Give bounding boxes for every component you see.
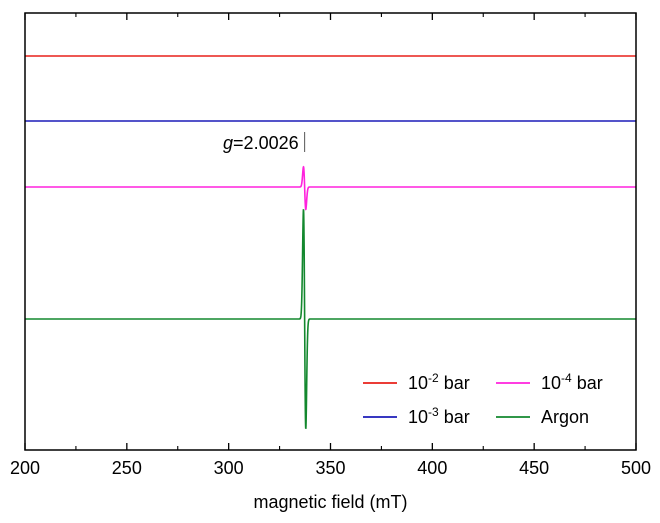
x-tick-label: 400	[417, 458, 447, 478]
x-tick-label: 300	[214, 458, 244, 478]
legend-label: 10-2 bar	[408, 371, 470, 393]
x-tick-label: 450	[519, 458, 549, 478]
annotation-layer: g=2.0026	[223, 132, 306, 153]
legend-label: 10-4 bar	[541, 371, 603, 393]
legend-label: 10-3 bar	[408, 405, 470, 427]
series-line-2	[25, 165, 636, 211]
legend-item-0: 10-2 bar	[363, 371, 470, 393]
x-tick-label: 250	[112, 458, 142, 478]
legend-label: Argon	[541, 407, 589, 427]
x-axis-title: magnetic field (mT)	[253, 492, 407, 512]
x-tick-label: 200	[10, 458, 40, 478]
series-layer	[25, 55, 636, 429]
legend-item-3: Argon	[496, 407, 589, 427]
g-factor-annotation: g=2.0026	[223, 133, 299, 153]
legend-item-1: 10-3 bar	[363, 405, 470, 427]
legend: 10-2 bar 10-3 bar 10-4 bar Argon	[363, 371, 603, 427]
series-line-3	[25, 209, 636, 429]
x-tick-label: 350	[315, 458, 345, 478]
legend-item-2: 10-4 bar	[496, 371, 603, 393]
x-axis: 200 250 300 350 400 450 500	[10, 13, 651, 478]
x-tick-label: 500	[621, 458, 651, 478]
